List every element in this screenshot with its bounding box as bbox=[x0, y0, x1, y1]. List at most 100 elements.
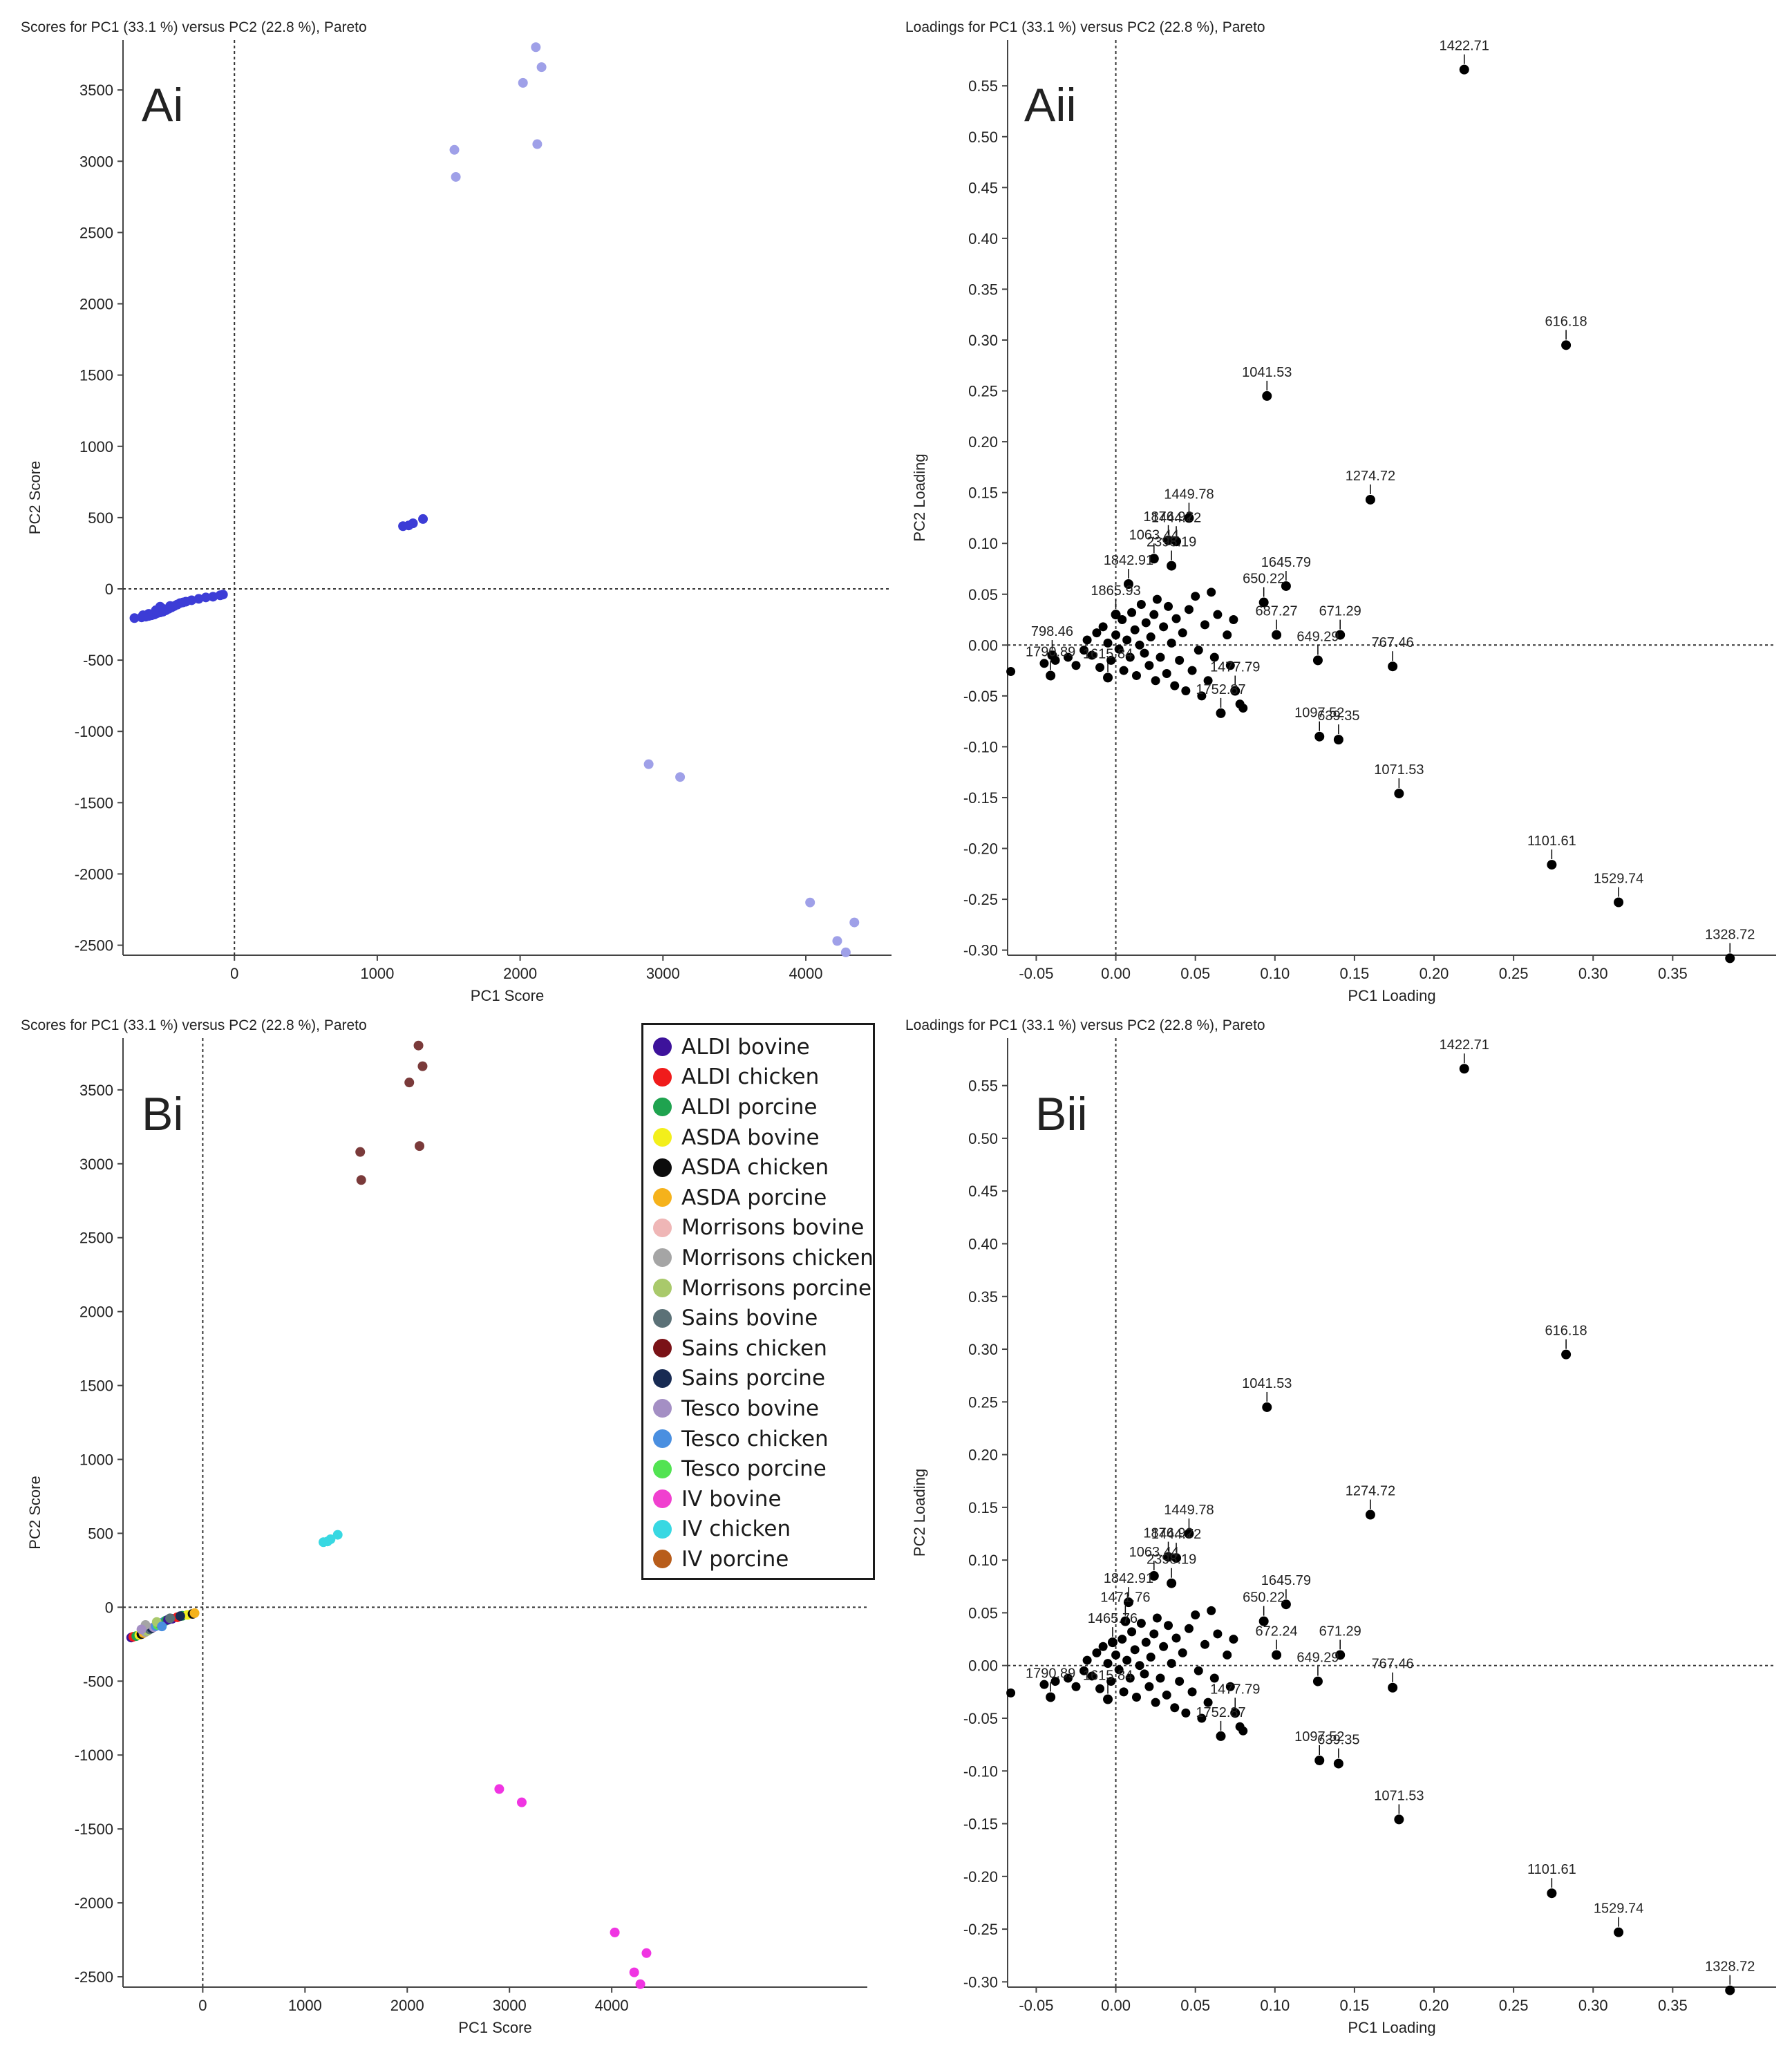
data-point bbox=[332, 1530, 343, 1540]
loading-point bbox=[1079, 1666, 1089, 1675]
point-label: 1645.79 bbox=[1261, 555, 1311, 570]
x-tick-label: 3000 bbox=[493, 1997, 527, 2014]
y-tick-label: 0.00 bbox=[968, 1657, 998, 1675]
x-axis-label: PC1 Loading bbox=[1348, 987, 1435, 1004]
panel-ai-title: Scores for PC1 (33.1 %) versus PC2 (22.8… bbox=[21, 19, 367, 35]
loading-point bbox=[1071, 661, 1081, 670]
data-point bbox=[415, 1141, 425, 1151]
loading-point bbox=[1184, 1529, 1194, 1539]
loading-point bbox=[1230, 686, 1241, 696]
loading-point bbox=[1725, 953, 1735, 963]
loading-point bbox=[1333, 735, 1343, 745]
y-tick-label: -0.05 bbox=[963, 1710, 998, 1727]
point-label: 767.46 bbox=[1372, 635, 1414, 650]
y-tick-label: 0.25 bbox=[968, 1393, 998, 1411]
data-point bbox=[536, 62, 547, 73]
loading-point bbox=[1272, 1650, 1282, 1660]
loading-point bbox=[1333, 1758, 1343, 1769]
y-tick-label: 0.05 bbox=[968, 586, 998, 603]
loading-point bbox=[1071, 1682, 1081, 1691]
loading-point bbox=[1006, 1688, 1016, 1698]
point-label: 1471.76 bbox=[1100, 1590, 1150, 1606]
data-point bbox=[449, 144, 460, 155]
y-axis-label: PC2 Loading bbox=[911, 453, 928, 541]
point-label: 1615.84 bbox=[1083, 646, 1133, 661]
y-tick-label: 0.20 bbox=[968, 433, 998, 451]
point-label: 1477.79 bbox=[1210, 660, 1260, 675]
legend-label: Sains chicken bbox=[681, 1335, 827, 1361]
x-tick-label: 0.30 bbox=[1578, 1997, 1608, 2014]
loading-point bbox=[1122, 1655, 1132, 1665]
loading-point bbox=[1131, 1692, 1141, 1702]
x-tick-label: 4000 bbox=[789, 965, 823, 982]
x-tick-label: 0.20 bbox=[1420, 1997, 1449, 2014]
x-tick-label: 0.35 bbox=[1658, 1997, 1688, 2014]
loading-point bbox=[1207, 1606, 1216, 1615]
plot-ai: 3500 3000 2500 2000 1500 1000 500 0 -500 -1000 -15… bbox=[26, 40, 892, 1004]
panel-bi-title: Scores for PC1 (33.1 %) versus PC2 (22.8… bbox=[21, 1017, 367, 1033]
loading-point bbox=[1046, 670, 1056, 681]
point-label: 671.29 bbox=[1319, 604, 1361, 619]
panel-bi-label: Bi bbox=[142, 1088, 183, 1140]
x-tick-label: 2000 bbox=[390, 1997, 424, 2014]
point-label: 1752.87 bbox=[1196, 1705, 1245, 1720]
x-tick-label: 4000 bbox=[595, 1997, 629, 2014]
point-label: 1101.61 bbox=[1527, 1862, 1576, 1877]
loading-point bbox=[1103, 1659, 1113, 1668]
y-tick-label: 0.25 bbox=[968, 383, 998, 400]
loading-point bbox=[1725, 1985, 1735, 1995]
point-label: 1071.53 bbox=[1374, 1788, 1424, 1803]
loading-point bbox=[1200, 1639, 1209, 1649]
loading-point bbox=[1149, 1629, 1159, 1639]
point-label: 1097.52 bbox=[1294, 1729, 1344, 1745]
loading-point bbox=[1171, 536, 1182, 547]
data-point bbox=[408, 518, 418, 529]
point-label: 672.24 bbox=[1255, 1624, 1297, 1639]
loading-point bbox=[1614, 897, 1624, 908]
point-label: 1842.91 bbox=[1104, 553, 1153, 568]
point-label: 1097.52 bbox=[1294, 706, 1344, 721]
loading-point bbox=[1156, 1673, 1165, 1683]
loading-point bbox=[1082, 635, 1092, 645]
y-tick-label: 1000 bbox=[79, 1451, 113, 1469]
point-label: 1063.44 bbox=[1129, 1545, 1179, 1560]
y-axis-label: PC2 Loading bbox=[911, 1469, 928, 1557]
x-tick-label: 0.25 bbox=[1499, 965, 1529, 982]
x-tick-label: 0.30 bbox=[1578, 965, 1608, 982]
loading-point bbox=[1098, 622, 1108, 632]
x-tick-label: 0.00 bbox=[1101, 1997, 1131, 2014]
point-label: 1752.87 bbox=[1196, 682, 1245, 697]
y-tick-label: 2500 bbox=[79, 224, 113, 241]
legend-item: ASDA chicken bbox=[653, 1152, 873, 1183]
panel-ai-label: Ai bbox=[142, 79, 183, 131]
loading-point bbox=[1119, 666, 1129, 675]
loading-point bbox=[1125, 1673, 1135, 1683]
y-tick-label: 0.30 bbox=[968, 332, 998, 349]
x-tick-label: 0 bbox=[230, 965, 238, 982]
loading-point bbox=[1171, 614, 1181, 623]
loading-point bbox=[1194, 646, 1203, 655]
point-label: 1071.53 bbox=[1374, 762, 1424, 778]
loading-point bbox=[1164, 1621, 1173, 1630]
loading-point bbox=[1170, 681, 1180, 690]
point-label: 1842.91 bbox=[1104, 1571, 1153, 1586]
point-label: 1645.79 bbox=[1261, 1573, 1311, 1588]
legend-swatch bbox=[653, 1519, 672, 1539]
loading-point bbox=[1262, 391, 1272, 401]
plot-aii: 0.55 0.50 0.45 0.40 0.35 0.30 0.25 0.20 0.15 0.10… bbox=[911, 39, 1776, 1004]
point-label: 798.46 bbox=[1031, 624, 1073, 639]
y-tick-label: -2500 bbox=[75, 937, 113, 955]
y-tick-label: 0.40 bbox=[968, 1235, 998, 1252]
data-point bbox=[129, 613, 140, 623]
loading-point bbox=[1106, 655, 1116, 665]
loading-point bbox=[1170, 1703, 1180, 1713]
y-tick-label: 0.35 bbox=[968, 1288, 998, 1306]
loading-point bbox=[1197, 1713, 1207, 1723]
point-label: 616.18 bbox=[1545, 314, 1587, 329]
legend-label: IV porcine bbox=[681, 1546, 789, 1572]
legend-swatch bbox=[653, 1489, 672, 1509]
legend-item: ALDI porcine bbox=[653, 1092, 873, 1122]
legend-swatch bbox=[653, 1399, 672, 1418]
y-tick-label: 0.45 bbox=[968, 179, 998, 196]
loading-point bbox=[1159, 622, 1169, 632]
